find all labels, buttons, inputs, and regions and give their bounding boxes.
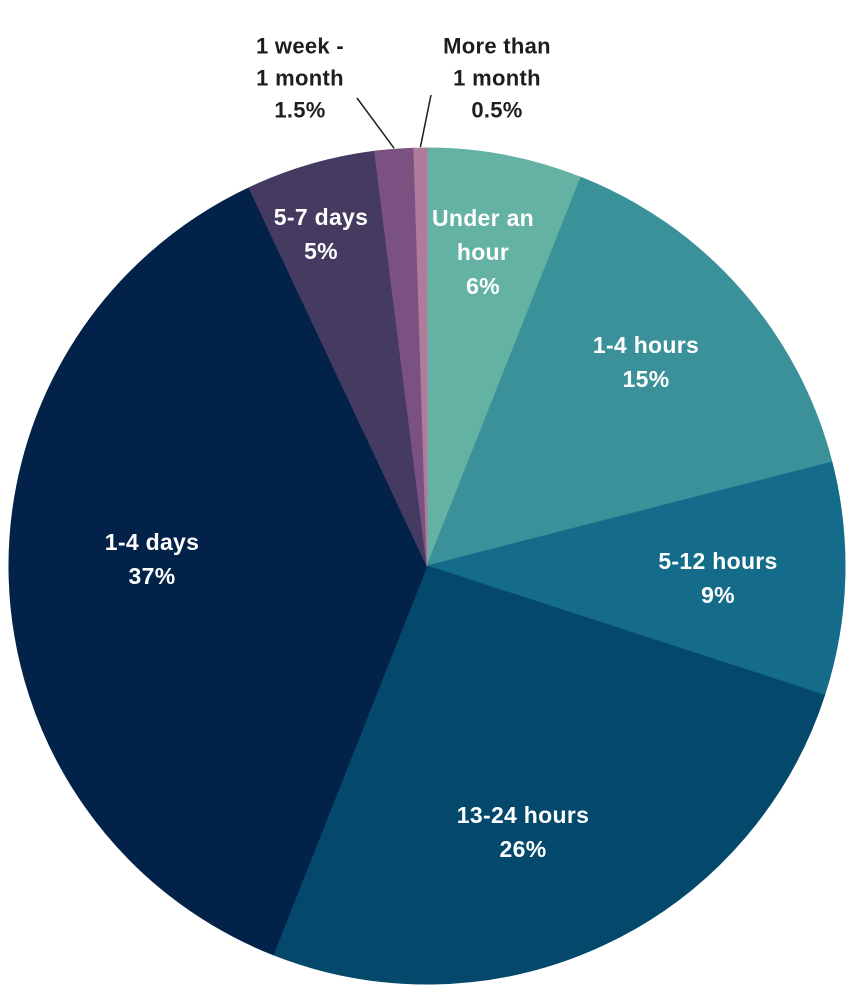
slice-label-1-4-days: 1-4 days 37% xyxy=(105,529,199,589)
leader-line-1-week-1-month xyxy=(356,97,395,149)
slice-label-5-7-days: 5-7 days 5% xyxy=(274,204,368,264)
slice-label-more-than-1-month: More than 1 month 0.5% xyxy=(443,34,551,123)
pie-slice-more-than-1-month xyxy=(413,147,428,567)
pie-slice-13-24-hours xyxy=(272,565,826,985)
slice-label-1-4-hours: 1-4 hours 15% xyxy=(593,332,699,392)
slice-label-13-24-hours: 13-24 hours 26% xyxy=(457,802,589,862)
pie-slice-1-4-hours xyxy=(426,176,833,567)
pie-slice-under-an-hour xyxy=(426,147,582,567)
pie-slice-5-12-hours xyxy=(426,461,846,696)
leader-line-more-than-1-month xyxy=(419,94,432,148)
slice-label-under-an-hour: Under an hour 6% xyxy=(432,205,534,299)
slice-label-1-week-1-month: 1 week -1 month 1.5% xyxy=(256,34,344,123)
pie-slice-1-4-days xyxy=(8,187,428,956)
slice-label-5-12-hours: 5-12 hours 9% xyxy=(658,548,777,608)
